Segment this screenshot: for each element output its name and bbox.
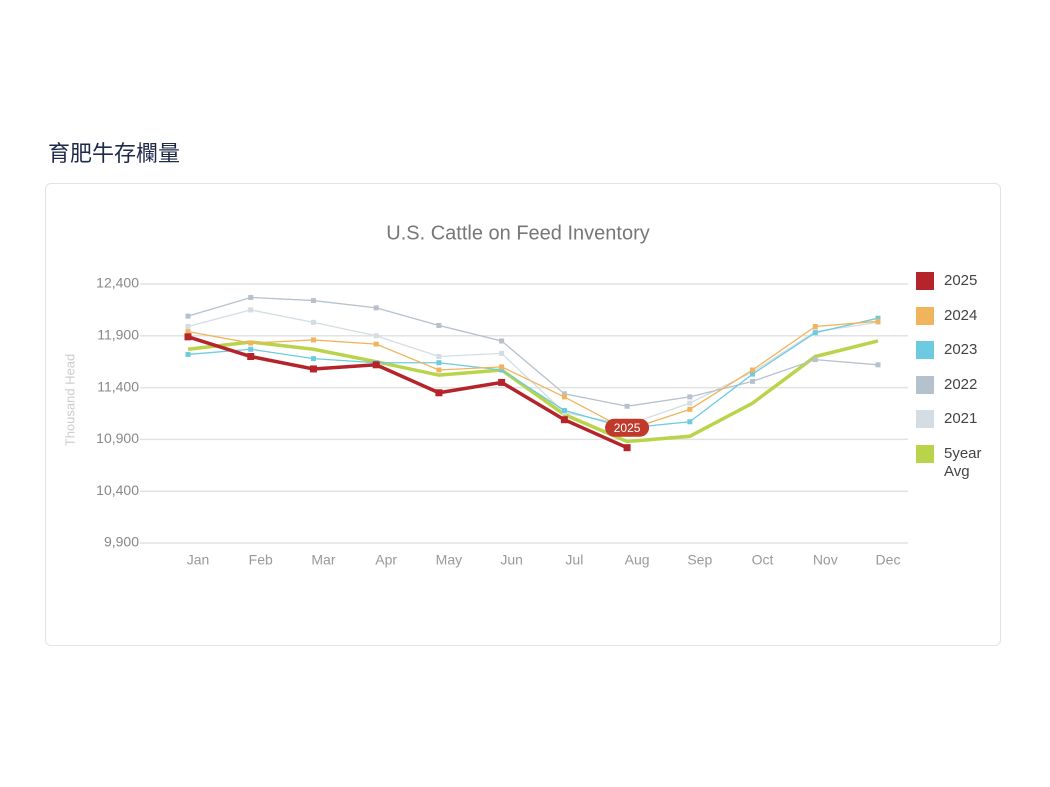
- point-marker: [185, 313, 191, 319]
- point-marker: [309, 365, 317, 373]
- x-tick-label: May: [436, 552, 462, 568]
- point-marker: [499, 367, 505, 373]
- x-tick-label: Oct: [752, 552, 774, 568]
- point-marker: [310, 337, 316, 343]
- point-marker: [561, 391, 567, 397]
- point-marker: [310, 356, 316, 362]
- x-tick-label: Feb: [249, 552, 273, 568]
- point-marker: [248, 307, 254, 313]
- legend-item: 2024: [916, 306, 996, 342]
- y-tick-label: 9,900: [104, 534, 139, 550]
- x-tick-label: Aug: [625, 552, 650, 568]
- x-tick-label: Mar: [311, 552, 335, 568]
- point-marker: [499, 364, 505, 370]
- legend-swatch: [916, 272, 934, 290]
- point-marker: [499, 350, 505, 356]
- y-tick-label: 12,400: [96, 275, 139, 291]
- point-marker: [750, 367, 756, 373]
- legend-label: 5year Avg: [944, 444, 982, 480]
- point-marker: [560, 416, 568, 424]
- series-line: [187, 309, 879, 426]
- point-marker: [373, 333, 379, 339]
- point-marker: [750, 371, 756, 377]
- series-line: [187, 320, 879, 431]
- point-marker: [875, 362, 881, 368]
- point-marker: [687, 394, 693, 400]
- point-marker: [623, 444, 631, 452]
- point-marker: [310, 319, 316, 325]
- point-marker: [310, 298, 316, 304]
- y-tick-label: 10,400: [96, 482, 139, 498]
- chart-card: [45, 183, 1001, 646]
- point-marker: [750, 378, 756, 384]
- series-line: [187, 335, 628, 450]
- point-marker: [812, 323, 818, 329]
- series-line: [187, 339, 879, 444]
- point-marker: [247, 353, 255, 361]
- chart-title: U.S. Cattle on Feed Inventory: [386, 222, 649, 244]
- x-tick-label: Jan: [187, 552, 210, 568]
- x-tick-label: Apr: [375, 552, 397, 568]
- point-marker: [687, 419, 693, 425]
- point-marker: [498, 378, 506, 386]
- point-marker: [373, 341, 379, 347]
- x-tick-label: Sep: [687, 552, 712, 568]
- legend-swatch: [916, 306, 934, 325]
- point-marker: [499, 338, 505, 344]
- legend-item: 2025: [916, 272, 996, 307]
- legend-swatch: [916, 375, 934, 394]
- point-marker: [185, 329, 191, 335]
- tooltip-label: 2025: [614, 421, 641, 435]
- point-marker: [435, 389, 443, 397]
- point-marker: [561, 407, 567, 413]
- legend-item: 2023: [916, 341, 996, 376]
- legend-item: 2021: [916, 410, 996, 445]
- tooltip-bg: [605, 418, 650, 437]
- point-marker: [561, 394, 567, 400]
- x-tick-label: Nov: [813, 552, 838, 568]
- point-marker: [184, 333, 192, 341]
- point-marker: [436, 354, 442, 360]
- y-tick-label: 11,900: [97, 327, 139, 343]
- point-marker: [624, 403, 630, 409]
- point-marker: [812, 330, 818, 336]
- legend-swatch: [916, 410, 934, 429]
- point-marker: [372, 361, 380, 369]
- point-marker: [436, 322, 442, 328]
- point-marker: [373, 305, 379, 311]
- legend-item: 2022: [916, 375, 996, 411]
- x-tick-label: Jun: [500, 552, 523, 568]
- y-tick-label: 10,900: [96, 430, 139, 446]
- point-marker: [812, 357, 818, 363]
- point-marker: [436, 367, 442, 373]
- series-line: [187, 317, 879, 429]
- legend-label: 2023: [944, 341, 978, 359]
- legend-swatch: [916, 444, 934, 463]
- point-marker: [185, 323, 191, 329]
- point-marker: [687, 406, 693, 412]
- legend-label: 2025: [944, 272, 978, 289]
- legend-label: 2021: [944, 410, 978, 428]
- legend-item: 5year Avg: [916, 444, 996, 480]
- point-marker: [248, 294, 254, 300]
- series-line: [187, 296, 879, 407]
- x-tick-label: Dec: [876, 552, 901, 568]
- point-marker: [875, 315, 881, 321]
- y-tick-label: 11,400: [97, 378, 139, 394]
- legend-swatch: [916, 341, 934, 360]
- point-marker: [687, 400, 693, 406]
- page-title: 育肥牛存欄量: [48, 142, 181, 167]
- y-axis-label: Thousand Head: [62, 354, 77, 447]
- point-marker: [248, 346, 254, 352]
- point-marker: [248, 340, 254, 346]
- point-marker: [436, 360, 442, 366]
- legend-label: 2024: [944, 306, 978, 324]
- x-tick-label: Jul: [565, 552, 583, 568]
- point-marker: [185, 351, 191, 357]
- point-marker: [875, 318, 881, 324]
- legend: 2025 2024 2023 2022 2021 5year Avg: [916, 272, 996, 480]
- legend-label: 2022: [944, 375, 978, 393]
